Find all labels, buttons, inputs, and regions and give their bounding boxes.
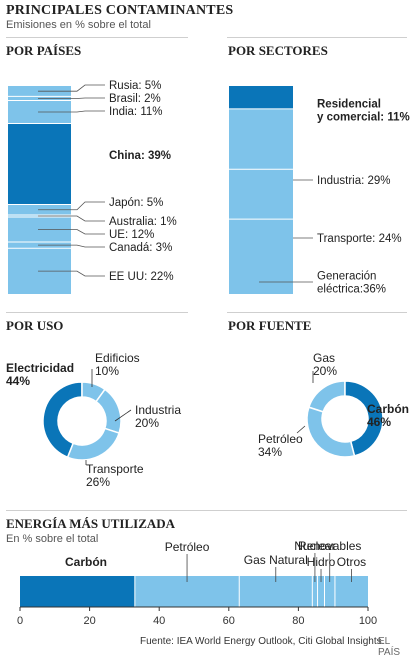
slice-petroleo	[307, 407, 354, 457]
x-tick-label: 20	[83, 615, 95, 627]
section-title-uso: POR USO	[6, 318, 63, 334]
slice-transporte	[68, 428, 119, 460]
bar-label-india: India: 11%	[109, 106, 163, 118]
slice-gas	[309, 381, 345, 412]
bar-label-petroleo: Petróleo	[165, 540, 210, 554]
bar-label-industria: Industria: 29%	[317, 175, 391, 187]
x-tick-label: 60	[223, 615, 235, 627]
bar-china	[8, 123, 71, 204]
section-title-fuente: POR FUENTE	[228, 318, 311, 334]
page-subtitle: Emisiones en % sobre el total	[6, 19, 151, 31]
section-title-sectores: POR SECTORES	[228, 43, 328, 59]
top-charts: Rusia: 5%Brasil: 2%India: 11% China: 39% J…	[0, 60, 414, 305]
source-note: Fuente: IEA World Energy Outlook, Citi G…	[140, 636, 384, 647]
x-tick-label: 80	[292, 615, 304, 627]
section-title-paises: POR PAÍSES	[6, 43, 81, 59]
bar-generacion-electrica	[229, 219, 293, 294]
bar-label-hidro: Hidro	[307, 555, 336, 569]
divider	[227, 312, 407, 313]
divider	[227, 37, 407, 38]
bar-label-brasil: Brasil: 2%	[109, 93, 161, 105]
bar-industria	[229, 109, 293, 169]
bar-carbon	[20, 576, 135, 607]
bar-label-otros: Otros	[337, 555, 366, 569]
x-tick-label: 100	[359, 615, 377, 627]
divider	[6, 510, 407, 511]
slice-industria	[96, 389, 121, 433]
bar-label-renovables: Renovables	[298, 539, 361, 553]
section-title-energia: ENERGÍA MÁS UTILIZADA	[6, 516, 175, 532]
bar-transporte	[229, 169, 293, 219]
chart-paises: Rusia: 5%Brasil: 2%India: 11% China: 39% J…	[8, 80, 177, 294]
bar-label-rusia: Rusia: 5%	[109, 80, 161, 92]
bar-label-japon: Japón: 5%	[109, 197, 163, 209]
x-tick-label: 40	[153, 615, 165, 627]
divider	[6, 37, 188, 38]
bar-label-ue: UE: 12%	[109, 229, 154, 241]
page-title: PRINCIPALES CONTAMINANTES	[6, 3, 233, 19]
brand-logo: EL PAÍS	[378, 636, 414, 658]
bar-label-gas-natural: Gas Natural	[244, 553, 308, 567]
bar-label-china: China: 39%	[109, 150, 171, 162]
bar-label-australia: Australia: 1%	[109, 216, 177, 228]
bar-label-carbon: Carbón	[65, 555, 107, 569]
bar-residencial-y-comercial	[229, 86, 293, 109]
divider	[6, 312, 188, 313]
bar-label-ee-uu: EE UU: 22%	[109, 271, 174, 283]
bar-label-canada: Canadá: 3%	[109, 242, 172, 254]
bar-label-transporte: Transporte: 24%	[317, 233, 402, 245]
x-tick-label: 0	[17, 615, 23, 627]
